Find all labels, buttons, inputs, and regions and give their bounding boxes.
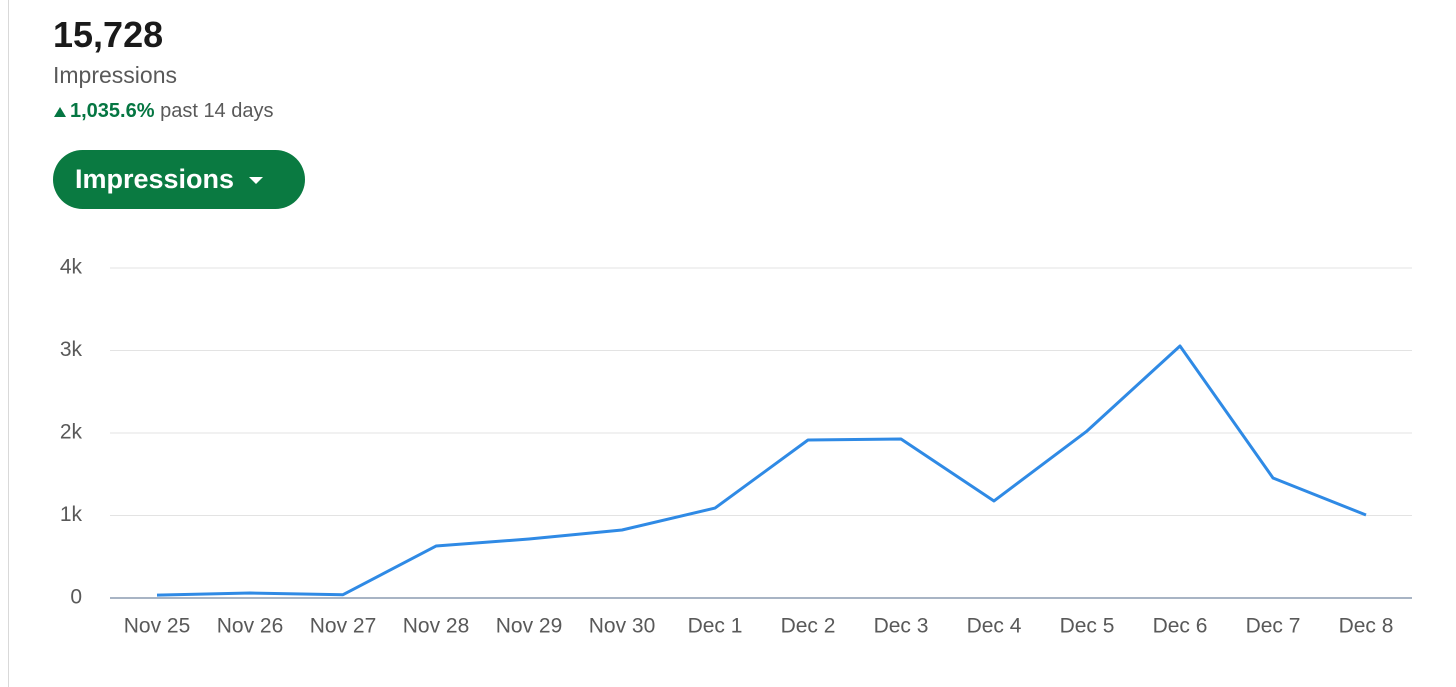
panel-edge <box>8 0 9 687</box>
x-tick-label: Nov 29 <box>496 615 563 638</box>
caret <box>249 176 264 184</box>
total-value: 15,728 <box>53 14 164 55</box>
x-tick-label: Nov 28 <box>403 615 470 638</box>
x-tick-label: Dec 1 <box>688 615 743 638</box>
y-tick-label: 1k <box>60 503 83 526</box>
metric-dropdown[interactable]: Impressions <box>53 150 305 209</box>
total-label: Impressions <box>53 62 177 88</box>
dropdown-label: Impressions <box>75 164 235 194</box>
y-tick-label: 4k <box>60 256 83 279</box>
y-tick-label: 2k <box>60 421 83 444</box>
x-tick-label: Dec 5 <box>1060 615 1115 638</box>
x-tick-label: Dec 2 <box>781 615 836 638</box>
change: 1,035.6% past 14 days <box>53 100 274 123</box>
change-period: past 14 days <box>160 100 274 122</box>
y-tick-label: 0 <box>70 586 82 609</box>
x-tick-label: Dec 6 <box>1153 615 1208 638</box>
up-arrow <box>54 106 66 117</box>
x-tick-label: Nov 30 <box>589 615 656 638</box>
x-tick-label: Nov 25 <box>124 615 191 638</box>
y-tick-label: 3k <box>60 338 83 361</box>
line <box>156 344 1367 597</box>
x-tick-label: Nov 27 <box>310 615 377 638</box>
x-tick-label: Dec 7 <box>1246 615 1301 638</box>
x-tick-label: Dec 8 <box>1339 615 1394 638</box>
x-tick-label: Dec 4 <box>967 615 1022 638</box>
x-tick-label: Nov 26 <box>217 615 284 638</box>
x-tick-label: Dec 3 <box>874 615 929 638</box>
change-percent: 1,035.6% <box>70 100 155 122</box>
